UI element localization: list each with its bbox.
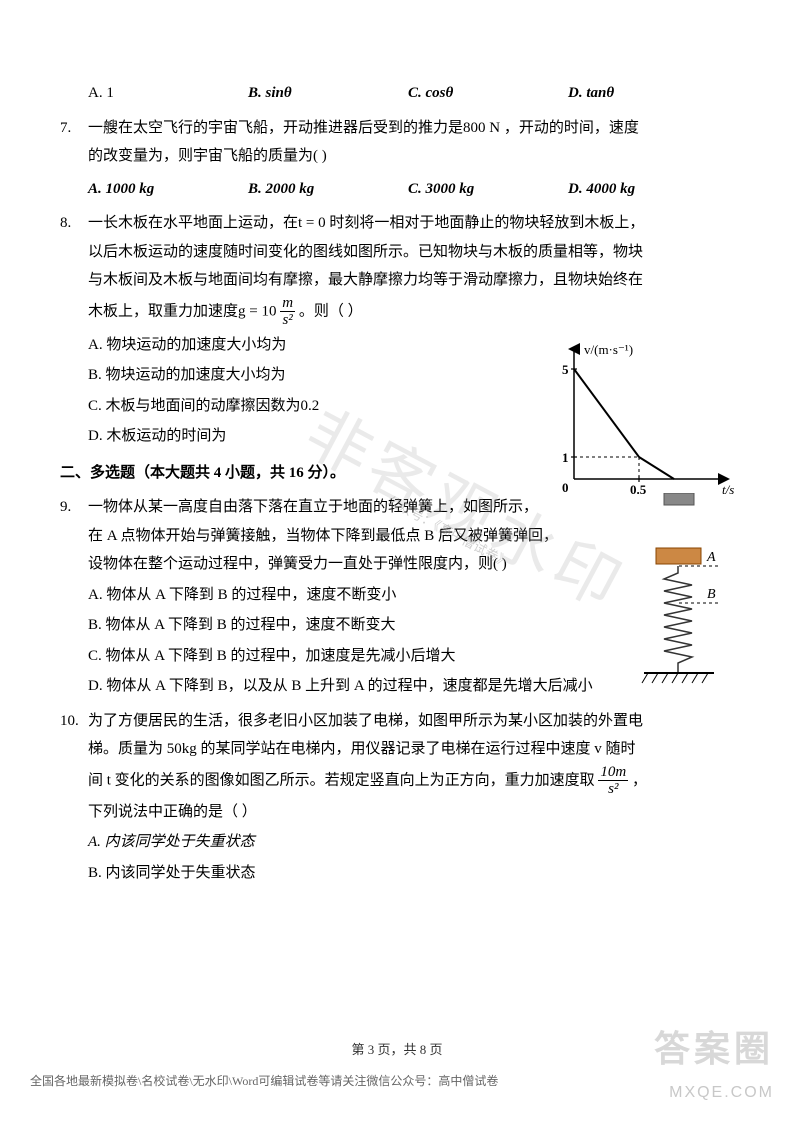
q9-opt-a: A. 物体从 A 下降到 B 的过程中，速度不断变小 [60, 581, 734, 610]
q10-line3: 间 t 变化的关系的图像如图乙所示。若规定竖直向上为正方向，重力加速度取 10m… [60, 764, 734, 798]
q8-line2: 以后木板运动的速度随时间变化的图线如图所示。已知物块与木板的质量相等，物块 [60, 238, 734, 267]
q9-num: 9. [60, 493, 88, 522]
q9-figure: A B [634, 493, 724, 703]
q8-graph: v/(m·s⁻¹) 5 1 0 0.5 t/s [544, 339, 744, 499]
q6-opt-d: D. tanθ [568, 79, 728, 108]
q8-line4b: 。则（ ） [299, 303, 363, 319]
q7-opt-c: C. 3000 kg [408, 175, 568, 204]
corner-url: MXQE.COM [654, 1078, 774, 1108]
q10-frac-den: s² [598, 781, 628, 798]
q7-num: 7. [60, 114, 88, 143]
q10-frac-num: 10m [598, 764, 628, 782]
q9: 9. 一物体从某一高度自由落下落在直立于地面的轻弹簧上，如图所示， 在 A 点物… [60, 493, 734, 701]
q7-opt-a: A. 1000 kg [88, 175, 248, 204]
q10-opt-a: A. 内该同学处于失重状态 [60, 828, 734, 857]
q8-fraction: m s² [280, 295, 295, 329]
q10-line1: 为了方便居民的生活，很多老旧小区加装了电梯，如图甲所示为某小区加装的外置电 [88, 707, 734, 736]
q8: 8. 一长木板在水平地面上运动，在t = 0 时刻将一相对于地面静止的物块轻放到… [60, 209, 734, 451]
q9-label-b: B [707, 587, 716, 602]
q7-opt-d: D. 4000 kg [568, 175, 728, 204]
corner-watermark: 答案圈 MXQE.COM [654, 1015, 774, 1108]
q10-num: 10. [60, 707, 88, 736]
corner-text: 答案圈 [654, 1028, 774, 1069]
q8-graph-ymax: 5 [562, 362, 569, 377]
q10: 10. 为了方便居民的生活，很多老旧小区加装了电梯，如图甲所示为某小区加装的外置… [60, 707, 734, 736]
q9-line2: 在 A 点物体开始与弹簧接触，当物体下降到最低点 B 后又被弹簧弹回， [60, 522, 734, 551]
q8-frac-den: s² [280, 312, 295, 329]
q7-line1: 一艘在太空飞行的宇宙飞船，开动推进器后受到的推力是800 N ，开动的时间，速度 [88, 114, 734, 143]
q8-line4a: 木板上，取重力加速度g = 10 [88, 303, 280, 319]
q9-line3: 设物体在整个运动过程中，弹簧受力一直处于弹性限度内，则( ) [60, 550, 734, 579]
q8-num: 8. [60, 209, 88, 238]
q8-line1: 一长木板在水平地面上运动，在t = 0 时刻将一相对于地面静止的物块轻放到木板上… [88, 209, 734, 238]
q8-line3: 与木板间及木板与地面间均有摩擦，最大静摩擦力均等于滑动摩擦力，且物块始终在 [60, 266, 734, 295]
q7-opt-b: B. 2000 kg [248, 175, 408, 204]
q7-line2: 的改变量为，则宇宙飞船的质量为( ) [60, 142, 734, 171]
q6-opt-a: A. 1 [88, 79, 248, 108]
q8-graph-ylabel: v/(m·s⁻¹) [584, 342, 633, 357]
q10-line3b: ， [632, 772, 647, 788]
q9-opt-d: D. 物体从 A 下降到 B，以及从 B 上升到 A 的过程中，速度都是先增大后… [60, 672, 734, 701]
q9-opt-b: B. 物体从 A 下降到 B 的过程中，速度不断变大 [60, 611, 734, 640]
q8-line4: 木板上，取重力加速度g = 10 m s² 。则（ ） [60, 295, 734, 329]
q7: 7. 一艘在太空飞行的宇宙飞船，开动推进器后受到的推力是800 N ，开动的时间… [60, 114, 734, 143]
q6-opt-b: B. sinθ [248, 79, 408, 108]
q8-frac-num: m [280, 295, 295, 313]
q8-graph-ymid: 1 [562, 450, 569, 465]
q9-label-a: A [706, 550, 716, 565]
q10-line4: 下列说法中正确的是（ ） [60, 798, 734, 827]
q7-options: A. 1000 kg B. 2000 kg C. 3000 kg D. 4000… [60, 175, 734, 204]
footer-note: 全国各地最新模拟卷\名校试卷\无水印\Word可编辑试卷等请关注微信公众号：高中… [30, 1070, 498, 1093]
q6-opt-c: C. cosθ [408, 79, 568, 108]
q10-fraction: 10m s² [598, 764, 628, 798]
q9-opt-c: C. 物体从 A 下降到 B 的过程中，加速度是先减小后增大 [60, 642, 734, 671]
q10-line2: 梯。质量为 50kg 的某同学站在电梯内，用仪器记录了电梯在运行过程中速度 v … [60, 735, 734, 764]
q10-opt-b: B. 内该同学处于失重状态 [60, 859, 734, 888]
q10-line3a: 间 t 变化的关系的图像如图乙所示。若规定竖直向上为正方向，重力加速度取 [88, 772, 595, 788]
q6-options: A. 1 B. sinθ C. cosθ D. tanθ [60, 79, 734, 108]
